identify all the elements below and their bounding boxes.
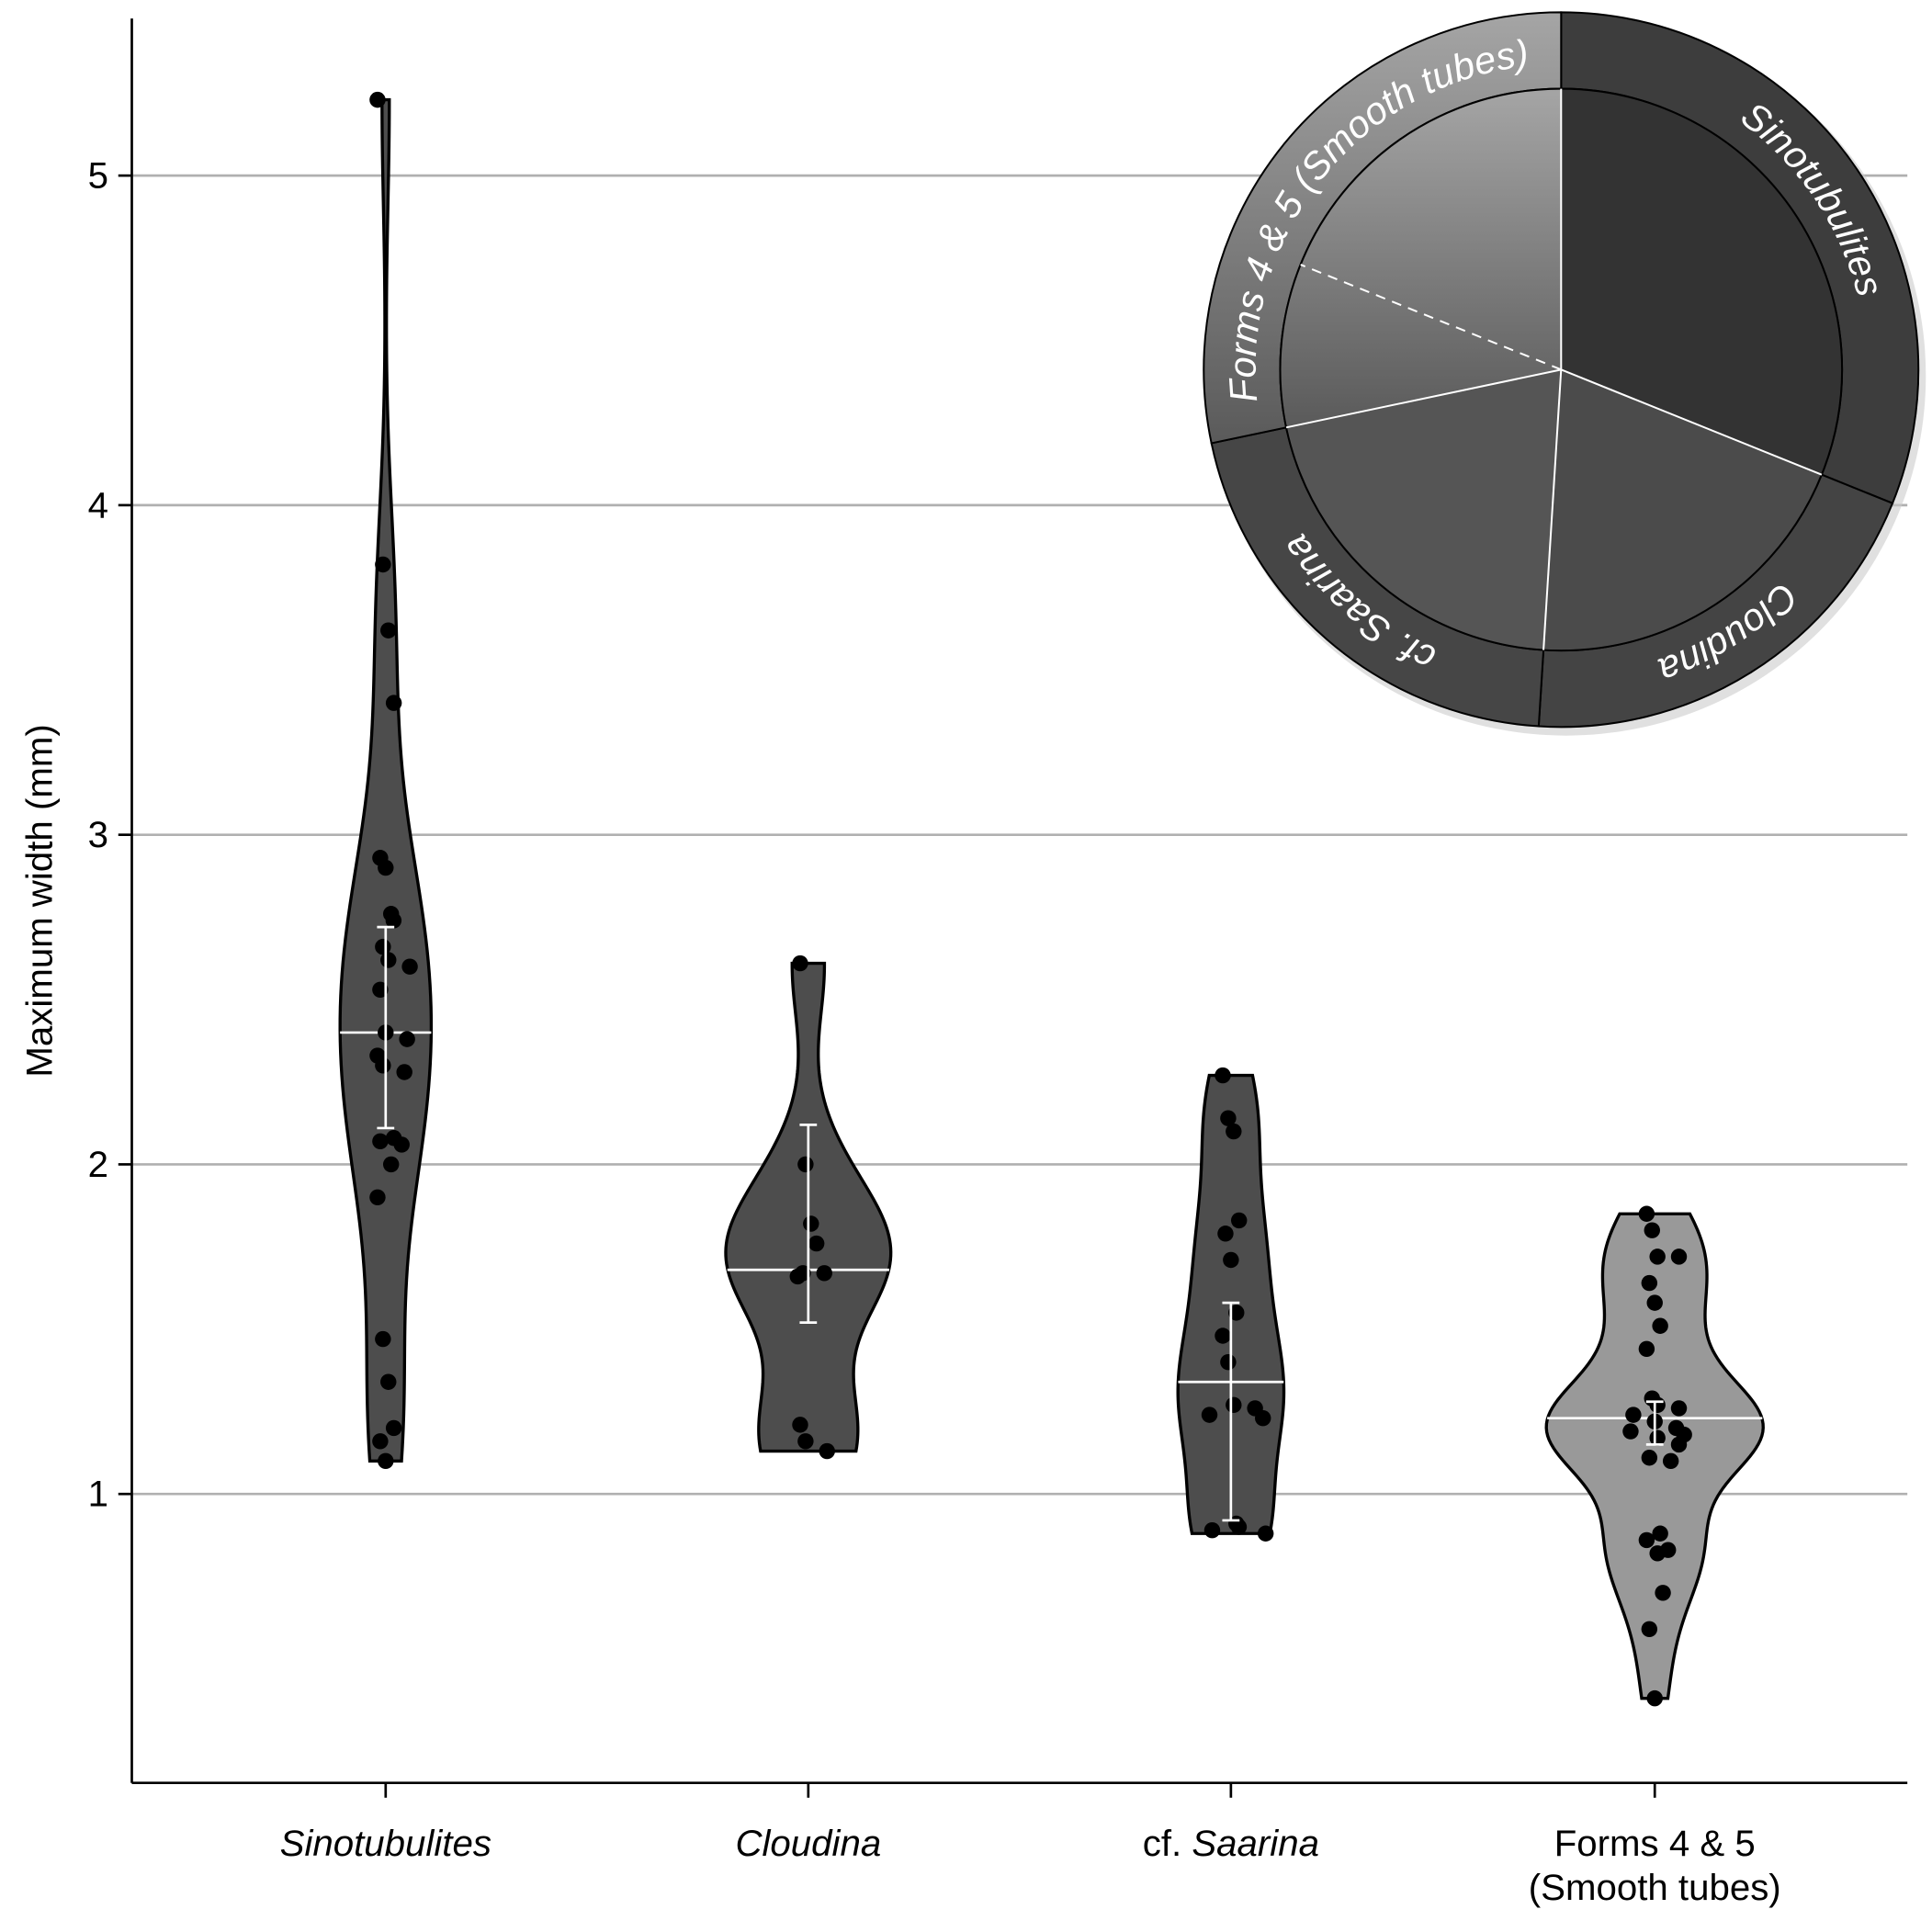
data-point: [401, 958, 418, 975]
data-point: [375, 1057, 391, 1074]
data-point: [1655, 1585, 1671, 1601]
data-point: [1649, 1396, 1666, 1414]
data-point: [1638, 1205, 1655, 1222]
data-point: [385, 695, 402, 711]
data-point: [1649, 1248, 1666, 1265]
data-point: [1646, 1294, 1663, 1311]
data-point: [369, 91, 386, 108]
x-tick-label: Forms 4 & 5 (Smooth tubes): [1529, 1823, 1781, 1908]
label-prefix: cf.: [1143, 1823, 1192, 1864]
data-point: [1641, 1274, 1658, 1292]
data-point: [1662, 1452, 1679, 1470]
data-point: [797, 1433, 814, 1450]
data-point: [375, 556, 391, 573]
data-point: [385, 1419, 402, 1437]
data-point: [792, 1417, 808, 1433]
violins: [338, 91, 1765, 1707]
data-point: [1670, 1400, 1688, 1417]
data-point: [1220, 1353, 1237, 1371]
data-point: [1638, 1531, 1655, 1549]
data-point: [380, 622, 397, 638]
data-point: [797, 1156, 814, 1173]
data-point: [808, 1235, 825, 1252]
pie-divider: [1542, 369, 1563, 650]
data-point: [372, 1433, 389, 1450]
data-point: [1220, 1110, 1237, 1126]
data-point: [1203, 1521, 1221, 1539]
data-point: [399, 1031, 415, 1047]
violin-body: [338, 97, 434, 1463]
data-point: [1641, 1621, 1658, 1638]
data-point: [1223, 1251, 1239, 1269]
data-point: [378, 859, 394, 876]
data-point: [380, 1373, 397, 1390]
data-point: [1228, 1305, 1245, 1321]
data-point: [396, 1064, 412, 1080]
label-italic: Sinotubulites: [280, 1823, 491, 1864]
y-axis-label: Maximum width (mm): [18, 724, 60, 1077]
data-point: [375, 1330, 391, 1348]
data-point: [375, 938, 391, 955]
label-italic: Saarina: [1192, 1823, 1319, 1864]
pie-slice: [1280, 88, 1562, 428]
label-italic: Cloudina: [735, 1823, 881, 1864]
data-point: [380, 952, 397, 968]
y-tick-label: 2: [88, 1144, 108, 1185]
data-point: [789, 1268, 807, 1285]
data-point: [1217, 1226, 1234, 1242]
data-point: [1201, 1407, 1218, 1423]
data-point: [803, 1215, 819, 1232]
data-point: [1255, 1409, 1271, 1427]
x-tick-label: Cloudina: [735, 1823, 881, 1864]
pie-divider: [1285, 368, 1562, 429]
data-point: [1638, 1340, 1655, 1358]
data-point: [1641, 1450, 1658, 1466]
data-point: [1230, 1212, 1248, 1229]
data-point: [393, 1136, 410, 1153]
y-tick-label: 3: [88, 814, 108, 855]
data-point: [1670, 1248, 1688, 1265]
x-labels: Sinotubulites Cloudina cf. Saarina Forms 4 …: [280, 1782, 1781, 1908]
data-point: [385, 912, 402, 929]
x-tick-label: Sinotubulites: [280, 1823, 491, 1864]
data-point: [1230, 1519, 1248, 1535]
label-line2: (Smooth tubes): [1529, 1867, 1781, 1908]
data-point: [1215, 1328, 1231, 1344]
data-point: [792, 955, 808, 972]
data-point: [1652, 1317, 1668, 1334]
label-prefix: Forms 4 & 5: [1554, 1823, 1756, 1864]
data-point: [1622, 1423, 1639, 1440]
data-point: [1625, 1407, 1642, 1423]
y-tick-label: 5: [88, 155, 108, 197]
y-ticks: 1 2 3 4 5: [88, 155, 132, 1515]
data-point: [1644, 1222, 1660, 1238]
data-point: [1257, 1525, 1274, 1542]
pie-divider: [1560, 368, 1823, 476]
data-point: [1670, 1436, 1688, 1453]
data-point: [372, 1133, 389, 1150]
data-point: [378, 1452, 394, 1470]
data-point: [1649, 1545, 1666, 1562]
y-tick-label: 1: [88, 1474, 108, 1515]
data-point: [819, 1442, 835, 1460]
data-point: [372, 981, 389, 999]
data-point: [1215, 1067, 1231, 1084]
data-point: [1226, 1123, 1242, 1140]
data-point: [382, 1156, 400, 1173]
pie-slice: [1561, 88, 1843, 475]
data-point: [1646, 1689, 1663, 1707]
data-point: [1652, 1525, 1668, 1542]
data-point: [1226, 1396, 1242, 1414]
pie-slice: [1286, 369, 1562, 650]
y-tick-label: 4: [88, 484, 108, 525]
data-point: [369, 1189, 386, 1206]
data-point: [1649, 1429, 1666, 1446]
axes: [130, 18, 1908, 1785]
x-tick-label: cf. Saarina: [1143, 1823, 1319, 1864]
data-point: [816, 1265, 832, 1282]
pie-slice: [1543, 369, 1822, 651]
